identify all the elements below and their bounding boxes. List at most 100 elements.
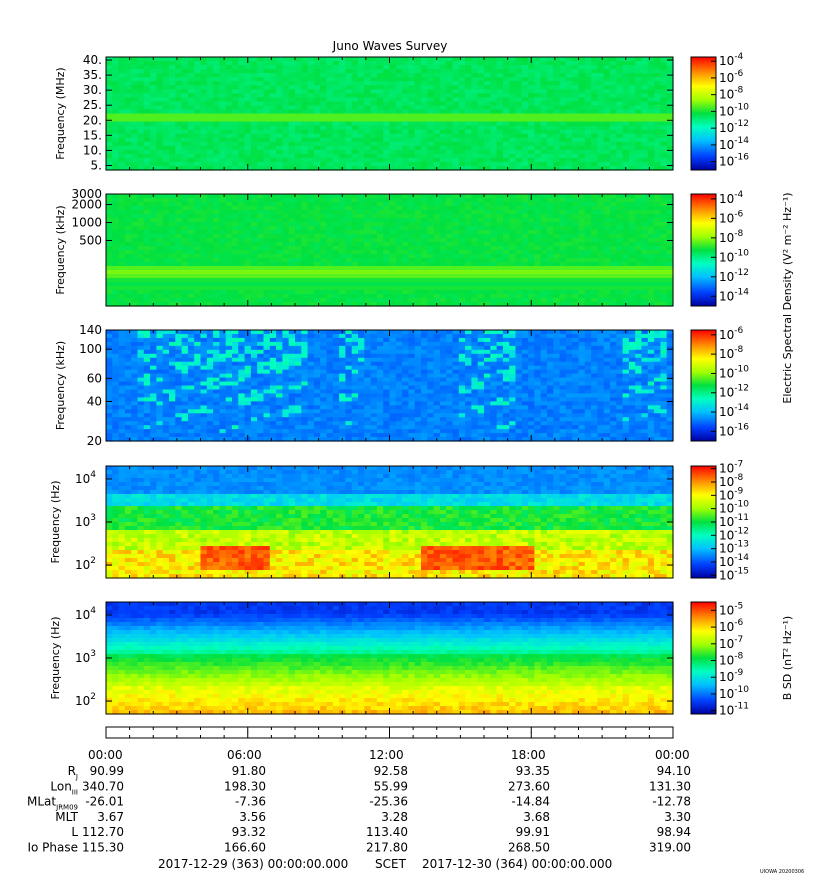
heatmap-cell xyxy=(332,117,340,123)
heatmap-cell xyxy=(131,77,139,82)
heatmap-cell xyxy=(427,214,435,219)
heatmap-cell xyxy=(326,214,334,219)
heatmap-cell xyxy=(225,153,233,159)
heatmap-cell xyxy=(471,137,479,143)
heatmap-cell xyxy=(654,61,661,66)
heatmap-cell xyxy=(370,258,378,263)
heatmap-cell xyxy=(427,141,435,147)
heatmap-cell xyxy=(376,101,384,107)
heatmap-cell xyxy=(490,250,498,255)
heatmap-cell xyxy=(106,230,113,235)
heatmap-cell xyxy=(559,73,567,78)
heatmap-cell xyxy=(389,278,397,283)
heatmap-cell xyxy=(345,246,353,251)
heatmap-cell xyxy=(137,246,145,251)
heatmap-cell xyxy=(458,242,466,247)
heatmap-cell xyxy=(597,137,605,143)
heatmap-cell xyxy=(131,89,139,94)
heatmap-cell xyxy=(521,93,529,98)
heatmap-cell xyxy=(484,246,491,251)
heatmap-cell xyxy=(181,97,189,102)
heatmap-cell xyxy=(597,250,605,255)
heatmap-cell xyxy=(616,105,624,111)
heatmap-cell xyxy=(477,93,485,98)
heatmap-cell xyxy=(553,270,561,275)
heatmap-cell xyxy=(414,262,422,267)
heatmap-cell xyxy=(559,165,567,171)
heatmap-cell xyxy=(313,117,321,123)
heatmap-cell xyxy=(421,113,428,119)
heatmap-cell xyxy=(269,117,277,123)
heatmap-cell xyxy=(458,61,466,66)
heatmap-cell xyxy=(540,61,548,66)
heatmap-cell xyxy=(641,153,649,159)
heatmap-cell xyxy=(402,230,409,235)
heatmap-cell xyxy=(458,250,466,255)
heatmap-cell xyxy=(150,77,157,82)
heatmap-cell xyxy=(257,214,265,219)
heatmap-cell xyxy=(433,61,441,66)
heatmap-cell xyxy=(370,57,378,62)
heatmap-cell xyxy=(162,97,170,102)
heatmap-cell xyxy=(313,202,321,207)
heatmap-cell xyxy=(584,246,592,251)
heatmap-cell xyxy=(433,113,441,119)
heatmap-cell xyxy=(610,198,617,203)
heatmap-cell xyxy=(106,266,113,271)
heatmap-cell xyxy=(628,161,636,167)
heatmap-cell xyxy=(187,202,195,207)
heatmap-cell xyxy=(257,198,265,203)
heatmap-cell xyxy=(389,246,397,251)
heatmap-cell xyxy=(660,61,668,66)
heatmap-cell xyxy=(521,117,529,123)
heatmap-cell xyxy=(622,97,630,102)
heatmap-cell xyxy=(666,145,674,151)
heatmap-cell xyxy=(578,206,586,211)
heatmap-cell xyxy=(528,218,535,223)
heatmap-cell xyxy=(320,258,328,263)
heatmap-cell xyxy=(465,113,472,119)
heatmap-cell xyxy=(502,286,510,291)
heatmap-cell xyxy=(307,298,315,303)
heatmap-cell xyxy=(547,93,554,98)
heatmap-cell xyxy=(162,65,170,70)
heatmap-cell xyxy=(351,129,359,135)
heatmap-cell xyxy=(257,133,265,139)
heatmap-cell xyxy=(421,238,428,243)
heatmap-cell xyxy=(339,234,346,239)
heatmap-cell xyxy=(143,93,151,98)
heatmap-cell xyxy=(433,226,441,231)
heatmap-cell xyxy=(263,141,271,147)
heatmap-cell xyxy=(484,206,491,211)
heatmap-cell xyxy=(232,254,239,259)
heatmap-cell xyxy=(641,73,649,78)
heatmap-cell xyxy=(477,61,485,66)
heatmap-cell xyxy=(635,85,643,90)
heatmap-cell xyxy=(263,109,271,115)
heatmap-cell xyxy=(200,133,208,139)
heatmap-cell xyxy=(603,117,611,123)
heatmap-cell xyxy=(345,97,353,102)
heatmap-cell xyxy=(175,125,183,131)
heatmap-cell xyxy=(269,242,277,247)
heatmap-cell xyxy=(156,165,164,171)
heatmap-cell xyxy=(446,121,454,127)
heatmap-cell xyxy=(169,302,176,307)
heatmap-cell xyxy=(572,73,580,78)
heatmap-cell xyxy=(181,222,189,227)
heatmap-cell xyxy=(502,85,510,90)
heatmap-cell xyxy=(414,61,422,66)
heatmap-cell xyxy=(402,282,409,287)
heatmap-cell xyxy=(559,234,567,239)
heatmap-cell xyxy=(433,230,441,235)
heatmap-cell xyxy=(175,73,183,78)
heatmap-cell xyxy=(578,165,586,171)
heatmap-cell xyxy=(307,206,315,211)
heatmap-cell xyxy=(339,238,346,243)
heatmap-cell xyxy=(118,101,126,107)
heatmap-cell xyxy=(307,121,315,127)
heatmap-cell xyxy=(383,286,391,291)
heatmap-cell xyxy=(225,266,233,271)
heatmap-cell xyxy=(206,250,214,255)
heatmap-cell xyxy=(345,77,353,82)
